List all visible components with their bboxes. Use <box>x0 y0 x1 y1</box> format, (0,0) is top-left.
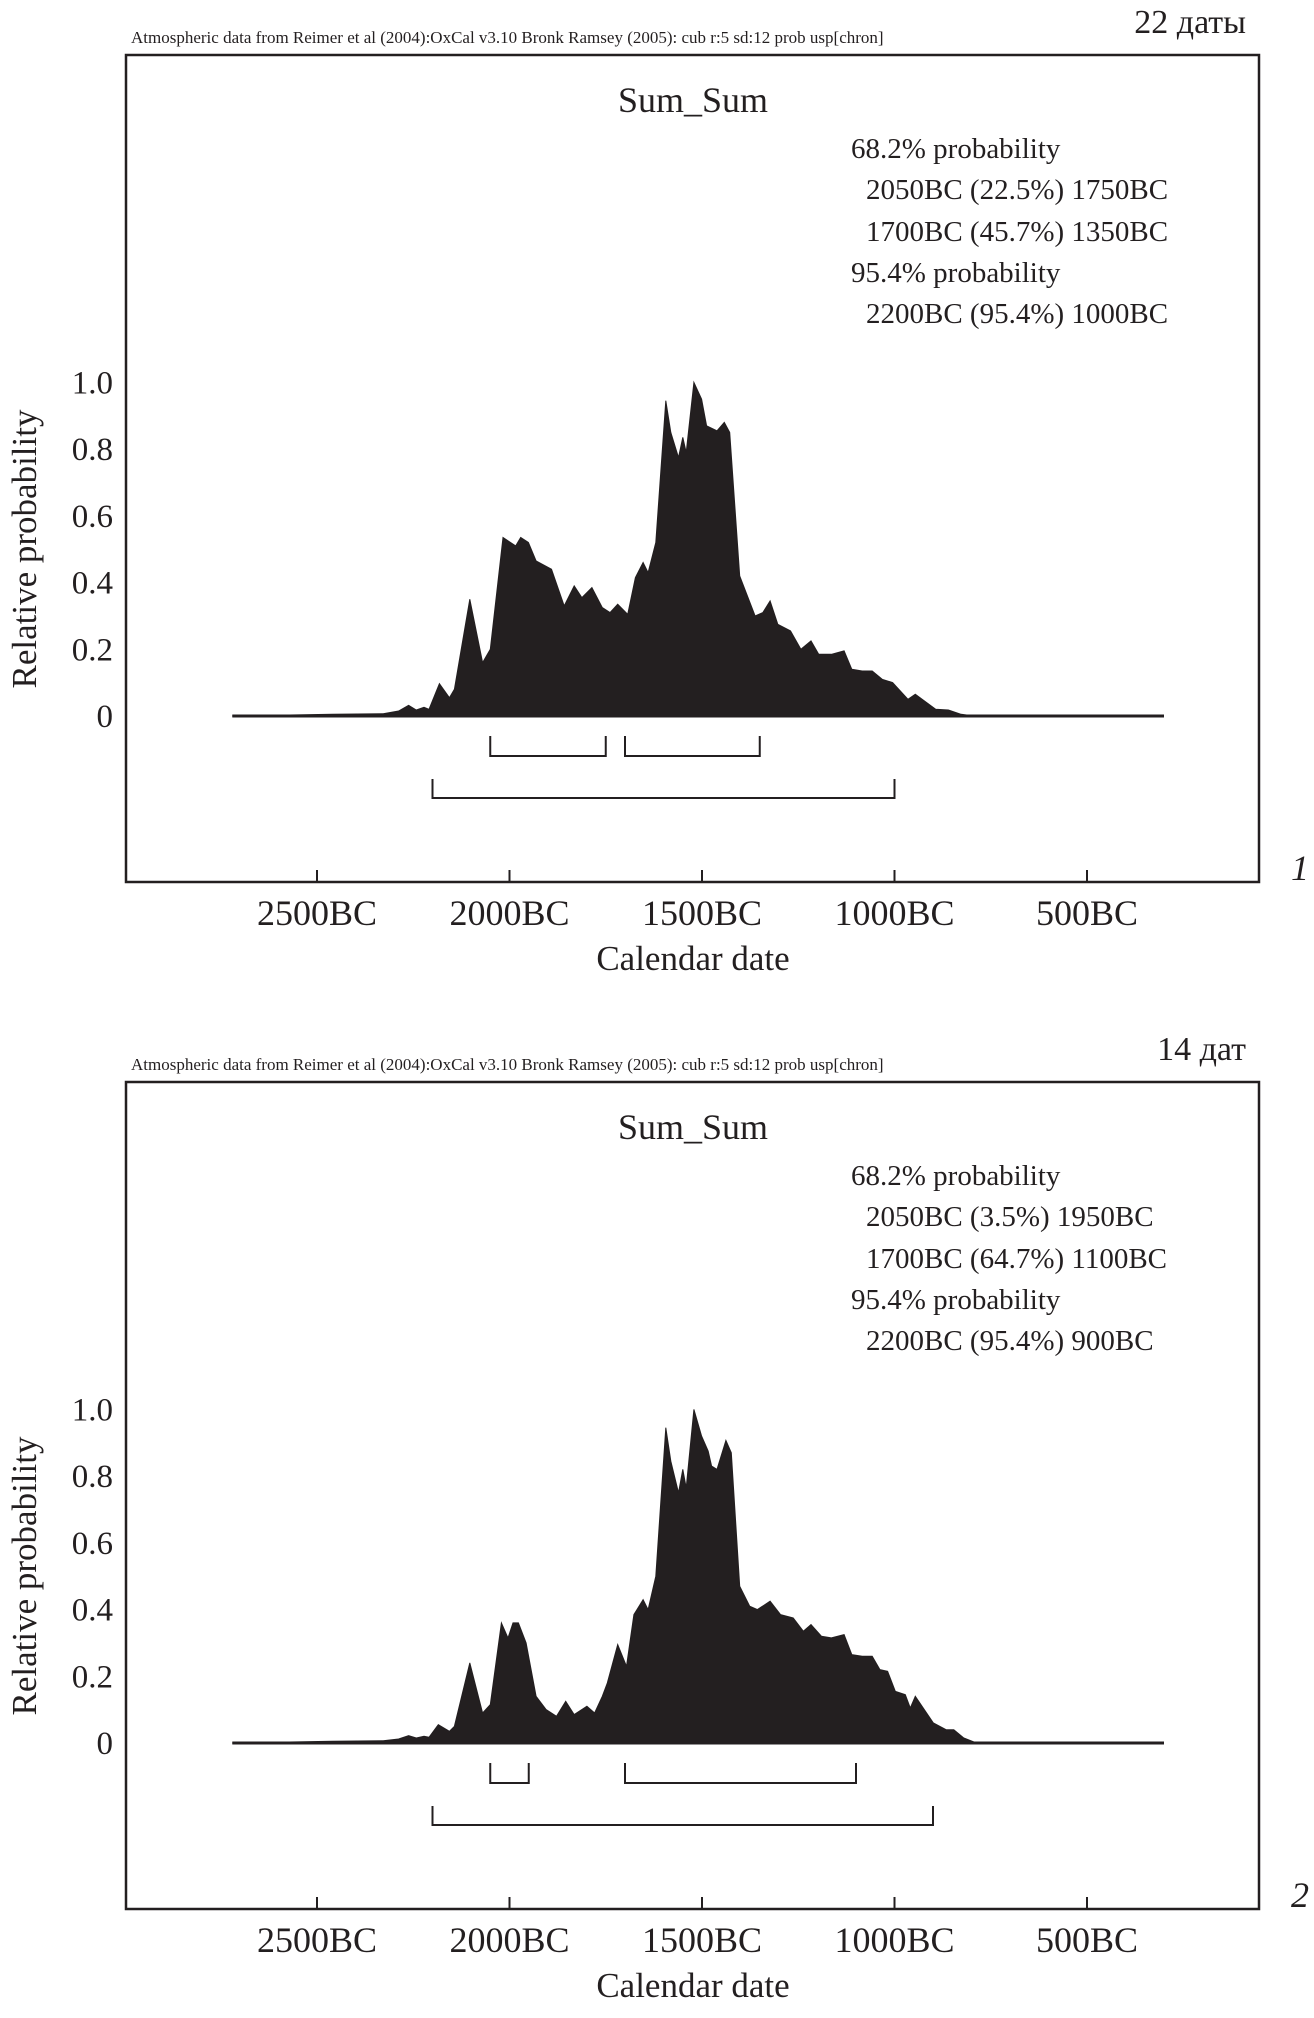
y-tick-label: 1.0 <box>72 365 113 401</box>
y-tick-label: 0 <box>97 699 114 735</box>
y-tick-label: 0.2 <box>72 632 113 668</box>
date-count-label: 22 даты <box>1134 4 1246 41</box>
y-tick-label: 0.6 <box>72 1526 113 1562</box>
legend-line: 95.4% probability <box>851 1284 1061 1316</box>
range-bracket-95 <box>431 1806 934 1826</box>
x-axis-label: Calendar date <box>596 1966 789 2005</box>
chart-panel-2: Atmospheric data from Reimer et al (2004… <box>5 1031 1309 2005</box>
chart-header: Atmospheric data from Reimer et al (2004… <box>131 28 884 47</box>
plot-frame <box>124 1080 1261 1911</box>
panel-number: 1 <box>1291 848 1309 888</box>
x-tick-label: 2500BC <box>257 1920 377 1960</box>
x-tick-label: 1000BC <box>834 1920 954 1960</box>
y-tick-label: 0 <box>97 1726 114 1762</box>
legend-line: 68.2% probability <box>851 1160 1061 1192</box>
legend-line: 1700BC (45.7%) 1350BC <box>866 216 1168 248</box>
legend-line: 68.2% probability <box>851 133 1061 165</box>
probability-area <box>232 1409 1164 1744</box>
x-tick-label: 2500BC <box>257 893 377 933</box>
y-tick-label: 0.6 <box>72 499 113 535</box>
x-tick-label: 1500BC <box>642 893 762 933</box>
legend-line: 2050BC (22.5%) 1750BC <box>866 174 1168 206</box>
y-tick-label: 0.2 <box>72 1659 113 1695</box>
panel-number: 2 <box>1291 1875 1309 1915</box>
x-axis-label: Calendar date <box>596 939 789 978</box>
range-bracket-68 <box>489 736 607 757</box>
y-tick-label: 0.4 <box>72 1593 113 1629</box>
x-tick-label: 500BC <box>1036 893 1138 933</box>
chart-title: Sum_Sum <box>618 80 768 120</box>
x-tick-label: 2000BC <box>449 1920 569 1960</box>
probability-area <box>232 380 1164 717</box>
y-tick-label: 0.4 <box>72 566 113 602</box>
chart-header: Atmospheric data from Reimer et al (2004… <box>131 1055 884 1074</box>
x-tick-label: 2000BC <box>449 893 569 933</box>
y-axis-label: Relative probability <box>5 1436 44 1715</box>
legend-line: 2050BC (3.5%) 1950BC <box>866 1201 1154 1233</box>
date-count-label: 14 дат <box>1157 1031 1246 1068</box>
range-bracket-68 <box>624 1763 857 1784</box>
legend-line: 1700BC (64.7%) 1100BC <box>866 1243 1167 1275</box>
y-axis-label: Relative probability <box>5 409 44 688</box>
y-tick-label: 1.0 <box>72 1392 113 1428</box>
chart-panel-1: Atmospheric data from Reimer et al (2004… <box>5 4 1309 978</box>
range-bracket-95 <box>431 779 896 799</box>
x-tick-label: 500BC <box>1036 1920 1138 1960</box>
y-tick-label: 0.8 <box>72 432 113 468</box>
legend-line: 2200BC (95.4%) 1000BC <box>866 298 1168 330</box>
legend-line: 2200BC (95.4%) 900BC <box>866 1325 1154 1357</box>
chart-title: Sum_Sum <box>618 1107 768 1147</box>
plot-frame <box>124 53 1261 884</box>
y-tick-label: 0.8 <box>72 1459 113 1495</box>
range-bracket-68 <box>624 736 761 757</box>
legend-line: 95.4% probability <box>851 257 1061 289</box>
x-tick-label: 1000BC <box>834 893 954 933</box>
x-tick-label: 1500BC <box>642 1920 762 1960</box>
range-bracket-68 <box>489 1763 530 1784</box>
